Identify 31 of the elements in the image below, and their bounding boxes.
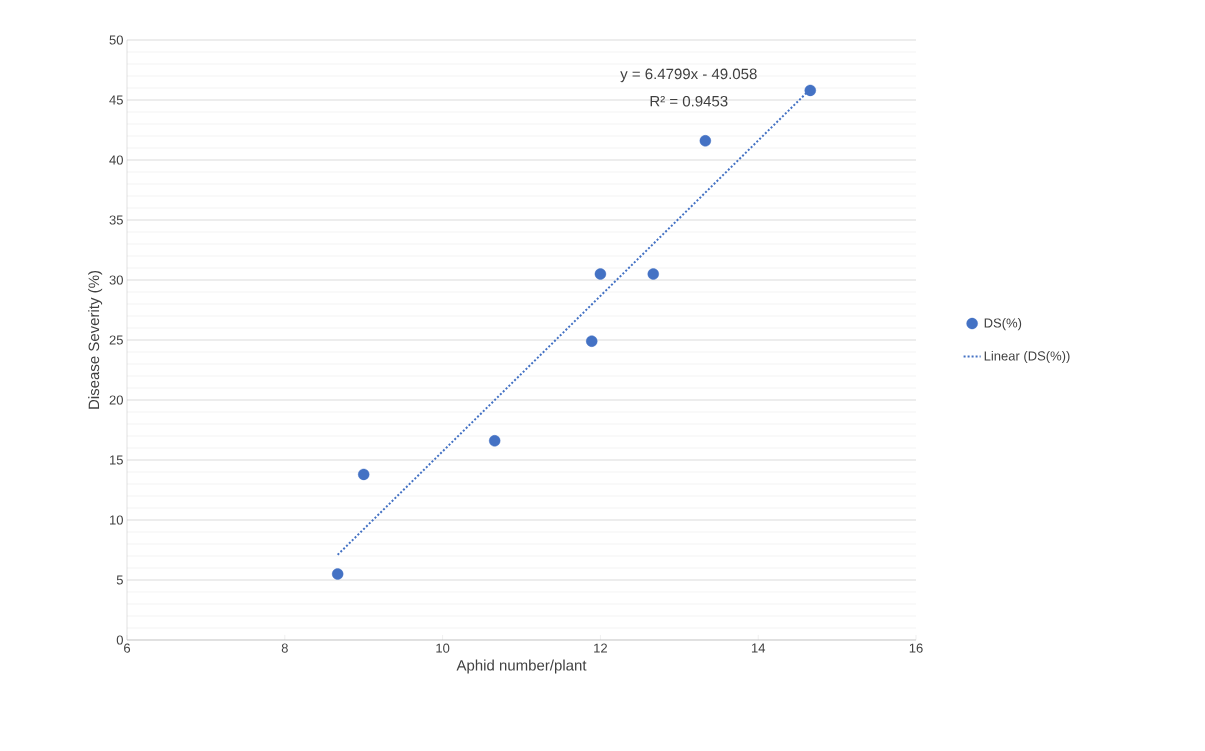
x-tick-label: 6: [124, 643, 131, 653]
point: [331, 568, 344, 580]
point: [358, 468, 370, 481]
y-axis-title: Disease Severity (%): [88, 270, 103, 409]
point: [594, 268, 607, 280]
y-tick-label: 5: [116, 575, 123, 585]
annotation: R² = 0.9453: [650, 95, 728, 107]
point: [586, 335, 598, 347]
x-tick-label: 8: [281, 643, 288, 653]
x-tick-label: 14: [751, 643, 766, 653]
x-tick-label: 16: [909, 643, 923, 653]
point: [804, 84, 816, 97]
y-tick-label: 50: [109, 35, 123, 45]
annotation: y = 6.4799x - 49.058: [620, 68, 757, 83]
x-axis-title: Aphid number/plant: [456, 659, 587, 674]
y-tick-label: 35: [109, 215, 123, 225]
y-tick-label: 20: [109, 395, 123, 405]
y-tick-label: 40: [109, 155, 123, 165]
point: [699, 135, 712, 147]
legend-label: Linear (DS(%)): [984, 350, 1070, 364]
point: [647, 268, 659, 280]
y-tick-label: 25: [109, 335, 123, 345]
y-tick-label: 30: [109, 275, 123, 285]
x-tick-label: 10: [436, 643, 450, 653]
legend-label: DS(%): [984, 318, 1022, 331]
y-tick-label: 0: [116, 635, 123, 645]
x-tick-label: 12: [594, 643, 607, 653]
y-tick-label: 10: [110, 515, 123, 525]
y-tick-label: 45: [109, 95, 123, 105]
point: [488, 435, 501, 447]
y-tick-label: 15: [110, 455, 123, 465]
